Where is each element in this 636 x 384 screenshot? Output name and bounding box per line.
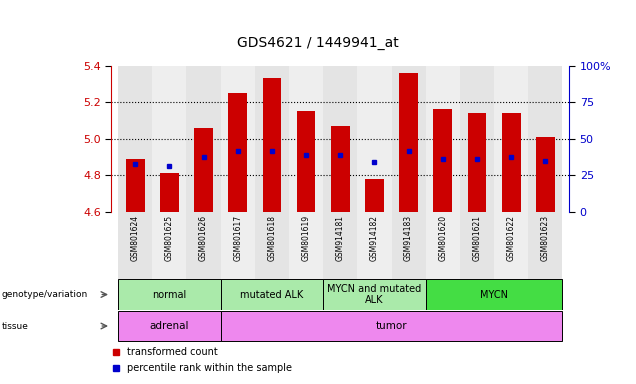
Bar xyxy=(392,212,425,279)
Bar xyxy=(502,113,520,212)
Text: GSM801618: GSM801618 xyxy=(267,215,277,261)
Bar xyxy=(357,66,392,212)
Text: GSM801621: GSM801621 xyxy=(473,215,481,261)
Text: GSM914183: GSM914183 xyxy=(404,215,413,261)
Text: adrenal: adrenal xyxy=(149,321,189,331)
Bar xyxy=(433,109,452,212)
Text: GSM801624: GSM801624 xyxy=(131,215,140,261)
Text: percentile rank within the sample: percentile rank within the sample xyxy=(127,363,293,373)
Bar xyxy=(255,212,289,279)
Bar xyxy=(221,66,255,212)
Bar xyxy=(221,311,562,341)
Text: GSM801622: GSM801622 xyxy=(507,215,516,261)
Text: tumor: tumor xyxy=(376,321,407,331)
Bar xyxy=(118,280,221,310)
Bar xyxy=(467,113,487,212)
Text: genotype/variation: genotype/variation xyxy=(1,290,88,299)
Bar xyxy=(494,212,529,279)
Bar xyxy=(331,126,350,212)
Bar xyxy=(296,111,315,212)
Bar xyxy=(118,212,152,279)
Bar xyxy=(221,212,255,279)
Bar xyxy=(186,66,221,212)
Text: GDS4621 / 1449941_at: GDS4621 / 1449941_at xyxy=(237,36,399,50)
Bar xyxy=(357,212,392,279)
Text: mutated ALK: mutated ALK xyxy=(240,290,303,300)
Bar xyxy=(323,280,425,310)
Bar xyxy=(323,212,357,279)
Bar xyxy=(289,212,323,279)
Text: GSM914182: GSM914182 xyxy=(370,215,379,261)
Bar xyxy=(392,66,425,212)
Bar xyxy=(152,212,186,279)
Bar xyxy=(118,66,152,212)
Bar xyxy=(152,66,186,212)
Text: GSM801625: GSM801625 xyxy=(165,215,174,261)
Bar xyxy=(529,212,562,279)
Bar xyxy=(536,137,555,212)
Text: MYCN and mutated
ALK: MYCN and mutated ALK xyxy=(328,284,422,305)
Text: GSM801623: GSM801623 xyxy=(541,215,550,261)
Bar xyxy=(425,212,460,279)
Text: normal: normal xyxy=(152,290,186,300)
Text: GSM801617: GSM801617 xyxy=(233,215,242,261)
Text: GSM801619: GSM801619 xyxy=(301,215,310,261)
Bar xyxy=(160,173,179,212)
Text: tissue: tissue xyxy=(1,321,28,331)
Bar xyxy=(194,128,213,212)
Bar xyxy=(323,66,357,212)
Bar xyxy=(460,212,494,279)
Text: transformed count: transformed count xyxy=(127,347,218,357)
Bar xyxy=(255,66,289,212)
Bar xyxy=(221,280,323,310)
Bar xyxy=(529,66,562,212)
Bar xyxy=(494,66,529,212)
Bar xyxy=(289,66,323,212)
Text: GSM914181: GSM914181 xyxy=(336,215,345,261)
Bar xyxy=(228,93,247,212)
Bar xyxy=(399,73,418,212)
Text: GSM801626: GSM801626 xyxy=(199,215,208,261)
Text: GSM801620: GSM801620 xyxy=(438,215,447,261)
Bar xyxy=(365,179,384,212)
Bar xyxy=(460,66,494,212)
Bar xyxy=(186,212,221,279)
Text: MYCN: MYCN xyxy=(480,290,508,300)
Bar xyxy=(425,280,562,310)
Bar xyxy=(425,66,460,212)
Bar xyxy=(118,311,221,341)
Bar xyxy=(126,159,144,212)
Bar xyxy=(263,78,281,212)
